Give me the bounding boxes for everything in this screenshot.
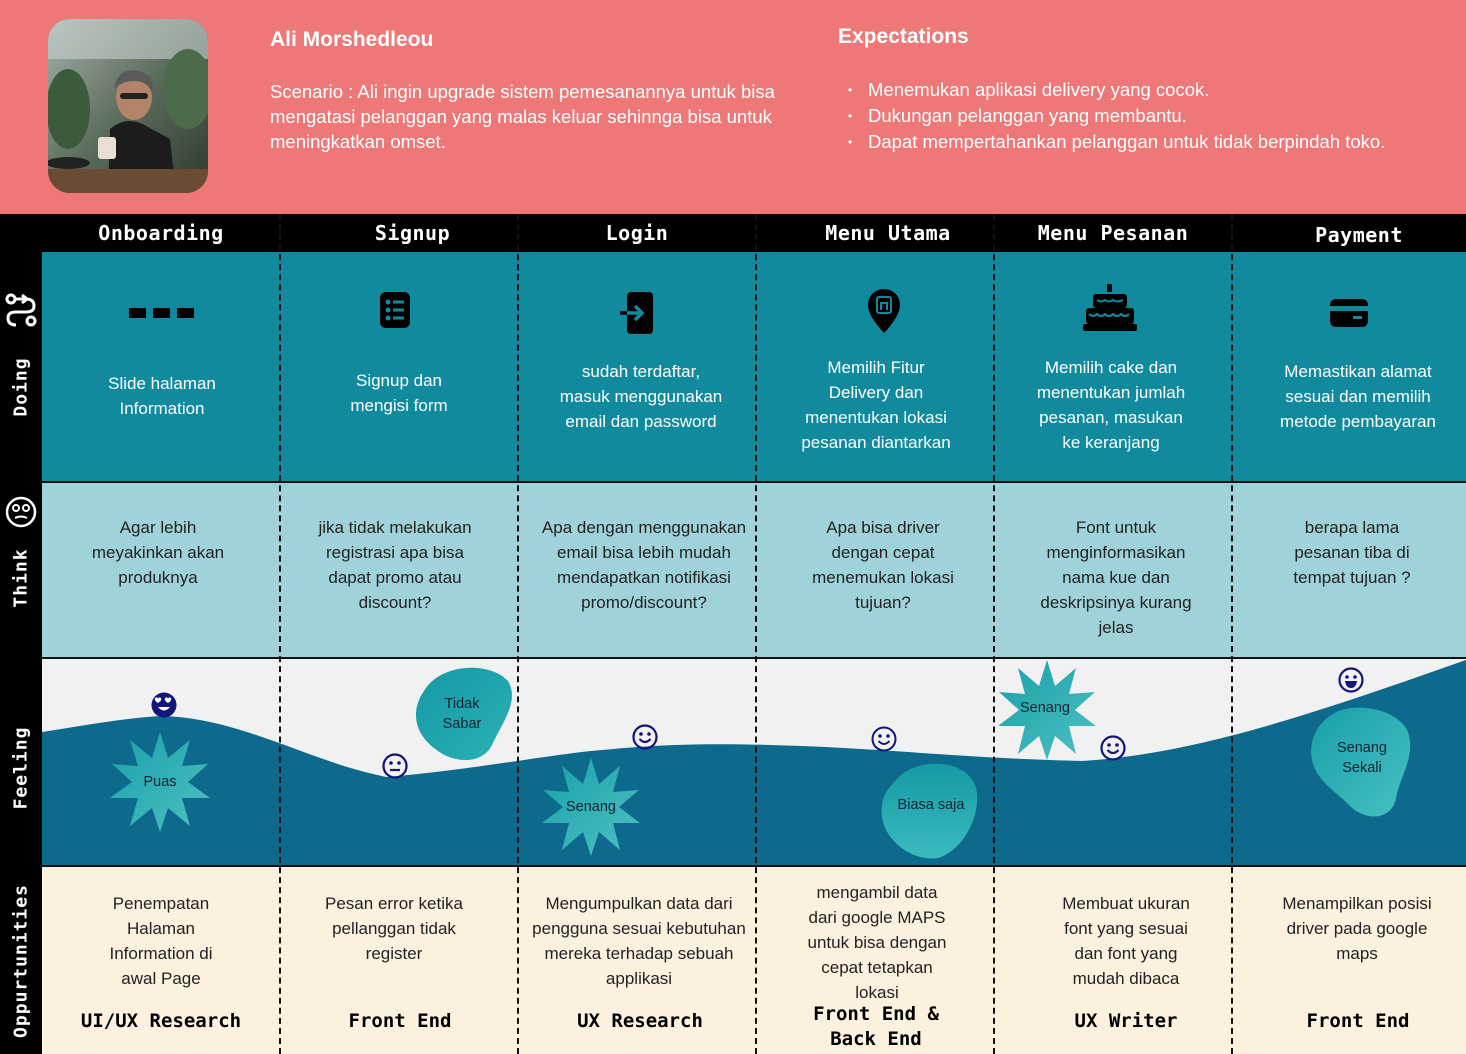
expectation-item: Dukungan pelanggan yang membantu. bbox=[848, 103, 1385, 129]
neutral-face-icon bbox=[382, 753, 408, 779]
row-label-think: Think bbox=[10, 548, 32, 608]
opportunity-text: Mengumpulkan data dari pengguna sesuai k… bbox=[532, 894, 746, 988]
login-icon bbox=[620, 292, 653, 334]
expectation-item: Menemukan aplikasi delivery yang cocok. bbox=[848, 77, 1385, 103]
blob-shape bbox=[881, 763, 978, 859]
opportunity-text: Penempatan Halaman Information di awal P… bbox=[109, 894, 213, 988]
persona-header: Ali Morshedleou Scenario : Ali ingin upg… bbox=[0, 0, 1466, 214]
stage-onboarding: Onboarding bbox=[98, 221, 224, 245]
expectation-item: Dapat mempertahankan pelanggan untuk tid… bbox=[848, 129, 1385, 155]
smile-face-icon bbox=[632, 724, 658, 750]
stage-divider bbox=[517, 214, 519, 1054]
stage-header-bar bbox=[0, 214, 1466, 252]
feeling-band bbox=[42, 658, 1466, 866]
think-text: Font untuk menginformasikan nama kue dan… bbox=[1040, 518, 1192, 637]
row-label-doing: Doing bbox=[10, 357, 32, 417]
persona-photo bbox=[48, 19, 208, 193]
starburst-shape bbox=[998, 660, 1096, 760]
persona-photo-image bbox=[48, 19, 208, 193]
row-label-feeling: Feeling bbox=[10, 726, 32, 810]
stage-divider bbox=[755, 214, 757, 1054]
opportunity-team: UX Writer bbox=[1074, 1010, 1178, 1032]
feeling-label: Senang bbox=[1020, 700, 1070, 716]
doing-text: Signup dan mengisi form bbox=[350, 371, 448, 415]
opportunity-team: Front End & Back End bbox=[813, 1003, 939, 1050]
think-text: berapa lama pesanan tiba di tempat tujua… bbox=[1293, 518, 1411, 587]
think-text: jika tidak melakukan registrasi apa bisa… bbox=[318, 518, 472, 612]
feeling-label: Senang Sekali bbox=[1337, 740, 1387, 776]
stage-login: Login bbox=[605, 221, 669, 245]
opportunity-team: Front End bbox=[1306, 1010, 1410, 1032]
smile-face-icon bbox=[871, 726, 897, 752]
row-label-opportunities: Oppurtunities bbox=[10, 884, 32, 1038]
doing-text: Slide halaman Information bbox=[108, 374, 216, 418]
cake-icon bbox=[1083, 284, 1137, 331]
doing-band bbox=[42, 252, 1466, 482]
doing-text: sudah terdaftar, masuk menggunakan email… bbox=[559, 362, 723, 431]
expectations-title: Expectations bbox=[838, 25, 969, 48]
think-text: Agar lebih meyakinkan akan produknya bbox=[91, 518, 225, 587]
row-divider bbox=[42, 657, 1466, 659]
stage-payment: Payment bbox=[1315, 223, 1403, 247]
smile-face-icon bbox=[1100, 735, 1126, 761]
row-label-sidebar: Doing Think Feeling Oppurtunities bbox=[0, 252, 42, 1054]
heart-eyes-face-icon bbox=[151, 692, 177, 718]
thinking-face-icon bbox=[5, 496, 37, 528]
persona-name: Ali Morshedleou bbox=[270, 28, 434, 51]
persona-scenario: Scenario : Ali ingin upgrade sistem peme… bbox=[270, 81, 775, 152]
think-text: Apa bisa driver dengan cepat menemukan l… bbox=[812, 518, 954, 612]
think-band bbox=[42, 482, 1466, 658]
opportunity-team: UI/UX Research bbox=[80, 1010, 242, 1032]
doing-text: Memastikan alamat sesuai dan memilih met… bbox=[1280, 362, 1436, 431]
card-icon bbox=[1330, 299, 1368, 327]
opportunity-text: Membuat ukuran font yang sesuai dan font… bbox=[1062, 894, 1190, 988]
stage-divider bbox=[1231, 214, 1233, 1054]
feeling-label: Biasa saja bbox=[897, 797, 965, 813]
row-divider bbox=[42, 481, 1466, 483]
grin-face-icon bbox=[1338, 667, 1364, 693]
form-list-icon bbox=[380, 292, 410, 328]
opportunity-team: Front End bbox=[348, 1010, 452, 1032]
stage-signup: Signup bbox=[374, 221, 451, 245]
think-text: Apa dengan menggunakan email bisa lebih … bbox=[541, 518, 747, 612]
blob-shape bbox=[415, 667, 512, 761]
feeling-label: Tidak Sabar bbox=[442, 696, 482, 732]
doing-text: Memilih cake dan menentukan jumlah pesan… bbox=[1036, 358, 1186, 452]
opportunity-team: UX Research bbox=[577, 1010, 703, 1032]
dots-icon bbox=[129, 308, 194, 318]
blob-shape bbox=[1311, 707, 1411, 817]
feeling-label: Senang bbox=[566, 799, 616, 815]
opportunity-text: Menampilkan posisi driver pada google ma… bbox=[1282, 894, 1432, 963]
stage-divider bbox=[993, 214, 995, 1054]
starburst-shape bbox=[110, 732, 210, 832]
starburst-shape bbox=[542, 758, 640, 856]
doing-text: Memilih Fitur Delivery dan menentukan lo… bbox=[801, 358, 951, 452]
flow-icon bbox=[5, 293, 37, 327]
row-divider bbox=[42, 865, 1466, 867]
location-pin-icon bbox=[868, 289, 900, 333]
stage-menu-pesanan: Menu Pesanan bbox=[1037, 221, 1189, 245]
expectations-list: Menemukan aplikasi delivery yang cocok. … bbox=[848, 77, 1385, 155]
opportunity-text: Pesan error ketika pellanggan tidak regi… bbox=[325, 894, 463, 963]
opportunity-text: mengambil data dari google MAPS untuk bi… bbox=[807, 883, 947, 1002]
stage-menu-utama: Menu Utama bbox=[825, 221, 951, 245]
stage-divider bbox=[279, 214, 281, 1054]
feeling-label: Puas bbox=[143, 774, 177, 790]
feeling-wave bbox=[42, 660, 1466, 866]
